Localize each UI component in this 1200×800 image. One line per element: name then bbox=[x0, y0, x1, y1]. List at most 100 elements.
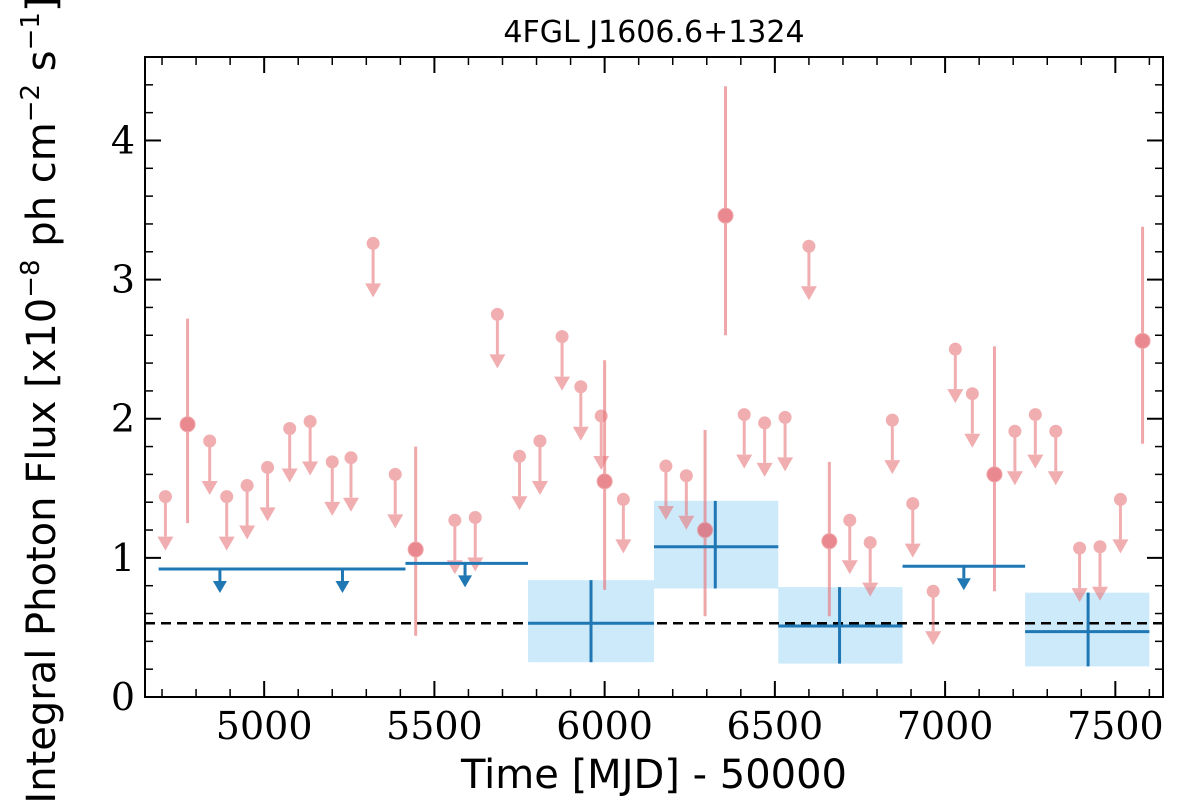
chart-title: 4FGL J1606.6+1324 bbox=[503, 15, 804, 50]
upper-limit-arrowhead bbox=[925, 631, 942, 646]
detection-marker bbox=[596, 473, 613, 490]
upper-limit-arrowhead bbox=[281, 468, 298, 483]
upper-limit-arrowhead bbox=[1092, 586, 1109, 601]
upper-limit-marker bbox=[261, 460, 275, 474]
y-tick-label: 0 bbox=[111, 675, 135, 719]
fine-upper-limit bbox=[925, 584, 942, 646]
upper-limit-arrowhead bbox=[554, 376, 571, 391]
y-axis-title-exponent: −2 bbox=[16, 84, 46, 122]
detection-marker bbox=[821, 533, 838, 550]
fine-upper-limit bbox=[1112, 492, 1129, 554]
y-axis-title-part: s bbox=[19, 50, 65, 84]
upper-limit-marker bbox=[737, 408, 751, 422]
coarse-bin-layer bbox=[158, 500, 1150, 667]
coarse-upper-limit-arrowhead bbox=[212, 581, 227, 593]
y-tick-label: 2 bbox=[111, 397, 135, 441]
upper-limit-marker bbox=[843, 513, 857, 527]
fine-upper-limit bbox=[657, 459, 674, 521]
upper-limit-marker bbox=[555, 330, 569, 344]
upper-limit-arrowhead bbox=[1027, 454, 1044, 469]
fine-upper-limit bbox=[554, 330, 571, 391]
fine-upper-limit bbox=[964, 387, 981, 448]
fine-upper-limit bbox=[511, 449, 528, 511]
x-tick-label: 7000 bbox=[897, 704, 994, 748]
upper-limit-arrowhead bbox=[736, 454, 753, 469]
fine-upper-limit bbox=[862, 536, 879, 597]
upper-limit-arrowhead bbox=[365, 283, 382, 298]
upper-limit-arrowhead bbox=[862, 582, 879, 597]
detection-marker bbox=[1134, 332, 1151, 349]
fine-upper-limit bbox=[756, 416, 773, 477]
fine-detection bbox=[1134, 226, 1151, 444]
y-tick-label: 1 bbox=[111, 536, 135, 580]
x-tick-label: 5000 bbox=[216, 704, 313, 748]
fine-upper-limit bbox=[841, 513, 858, 575]
x-tick-label: 6000 bbox=[556, 704, 653, 748]
y-axis-title-part: Integral Photon Flux [x10 bbox=[19, 298, 65, 800]
fine-upper-limit bbox=[446, 513, 463, 575]
upper-limit-arrowhead bbox=[1112, 539, 1129, 554]
fine-upper-limit bbox=[387, 467, 404, 529]
coarse-upper-limit-arrowhead bbox=[956, 578, 971, 591]
upper-limit-arrowhead bbox=[615, 539, 632, 554]
upper-limit-marker bbox=[778, 410, 792, 424]
upper-limit-arrowhead bbox=[904, 543, 921, 558]
fine-bin-layer bbox=[157, 86, 1151, 646]
upper-limit-arrowhead bbox=[239, 525, 256, 540]
upper-limit-marker bbox=[325, 455, 339, 469]
fine-upper-limit bbox=[1071, 541, 1088, 603]
upper-limit-arrowhead bbox=[884, 460, 901, 475]
fine-upper-limit bbox=[239, 479, 256, 540]
y-tick-label: 3 bbox=[111, 258, 135, 302]
upper-limit-marker bbox=[679, 469, 693, 483]
x-tick-label: 7500 bbox=[1067, 704, 1164, 748]
upper-limit-marker bbox=[448, 513, 462, 527]
fine-upper-limit bbox=[615, 492, 632, 554]
fine-detection bbox=[986, 346, 1003, 592]
upper-limit-marker bbox=[513, 449, 527, 463]
fine-upper-limit bbox=[947, 342, 964, 404]
upper-limit-marker bbox=[574, 380, 588, 394]
upper-limit-arrowhead bbox=[489, 354, 506, 369]
upper-limit-arrowhead bbox=[218, 536, 235, 551]
upper-limit-arrowhead bbox=[593, 455, 610, 470]
upper-limit-arrowhead bbox=[201, 481, 218, 495]
upper-limit-arrowhead bbox=[572, 426, 589, 441]
fine-upper-limit bbox=[777, 410, 794, 472]
fine-upper-limit bbox=[302, 415, 319, 476]
detection-marker bbox=[986, 466, 1003, 483]
fine-upper-limit bbox=[884, 413, 901, 475]
upper-limit-marker bbox=[158, 490, 172, 504]
upper-limit-arrowhead bbox=[657, 506, 674, 521]
upper-limit-arrowhead bbox=[777, 457, 794, 472]
upper-limit-arrowhead bbox=[259, 507, 276, 522]
fine-detection bbox=[407, 446, 424, 636]
y-tick-label: 4 bbox=[111, 118, 135, 162]
upper-limit-marker bbox=[283, 421, 297, 435]
fine-upper-limit bbox=[572, 380, 589, 441]
fine-upper-limit bbox=[593, 409, 610, 470]
fine-upper-limit bbox=[342, 451, 359, 512]
upper-limit-marker bbox=[758, 416, 772, 430]
coarse-upper-limit-arrowhead bbox=[335, 581, 350, 593]
fine-upper-limit bbox=[259, 460, 276, 522]
upper-limit-marker bbox=[659, 459, 673, 473]
upper-limit-arrowhead bbox=[387, 514, 404, 529]
upper-limit-marker bbox=[863, 536, 877, 550]
upper-limit-arrowhead bbox=[511, 496, 528, 511]
fine-upper-limit bbox=[800, 239, 817, 301]
detection-marker bbox=[717, 207, 734, 224]
upper-limit-marker bbox=[203, 434, 217, 448]
upper-limit-marker bbox=[1073, 541, 1087, 555]
upper-limit-marker bbox=[366, 236, 380, 250]
upper-limit-arrowhead bbox=[342, 497, 359, 512]
upper-limit-arrowhead bbox=[756, 462, 773, 477]
fine-upper-limit bbox=[365, 236, 382, 298]
upper-limit-arrowhead bbox=[1047, 471, 1064, 486]
upper-limit-marker bbox=[1093, 540, 1107, 554]
fine-upper-limit bbox=[489, 307, 506, 369]
y-axis-title-exponent: −8 bbox=[16, 259, 46, 297]
upper-limit-marker bbox=[468, 511, 482, 525]
upper-limit-arrowhead bbox=[800, 286, 817, 301]
upper-limit-marker bbox=[616, 492, 630, 506]
